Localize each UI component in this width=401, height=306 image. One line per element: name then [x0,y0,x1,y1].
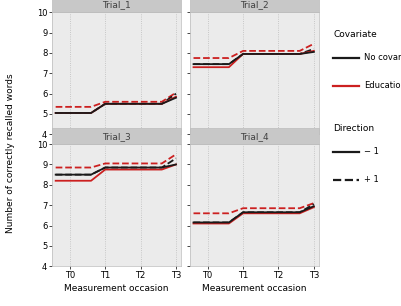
Text: Number of correctly recalled words: Number of correctly recalled words [6,73,14,233]
Text: Trial_2: Trial_2 [240,0,269,9]
Text: Direction: Direction [333,124,374,133]
Text: Trial_4: Trial_4 [240,132,269,141]
X-axis label: Measurement occasion: Measurement occasion [203,284,307,293]
X-axis label: Measurement occasion: Measurement occasion [65,284,169,293]
Text: No covariate: No covariate [364,54,401,62]
FancyBboxPatch shape [190,0,319,12]
Text: Trial_1: Trial_1 [102,0,131,9]
Text: Covariate: Covariate [333,30,377,39]
FancyBboxPatch shape [52,0,181,12]
Text: + 1: + 1 [364,175,379,185]
Text: − 1: − 1 [364,147,379,156]
Text: Education: Education [364,81,401,90]
FancyBboxPatch shape [190,128,319,144]
Text: Trial_3: Trial_3 [102,132,131,141]
FancyBboxPatch shape [52,128,181,144]
